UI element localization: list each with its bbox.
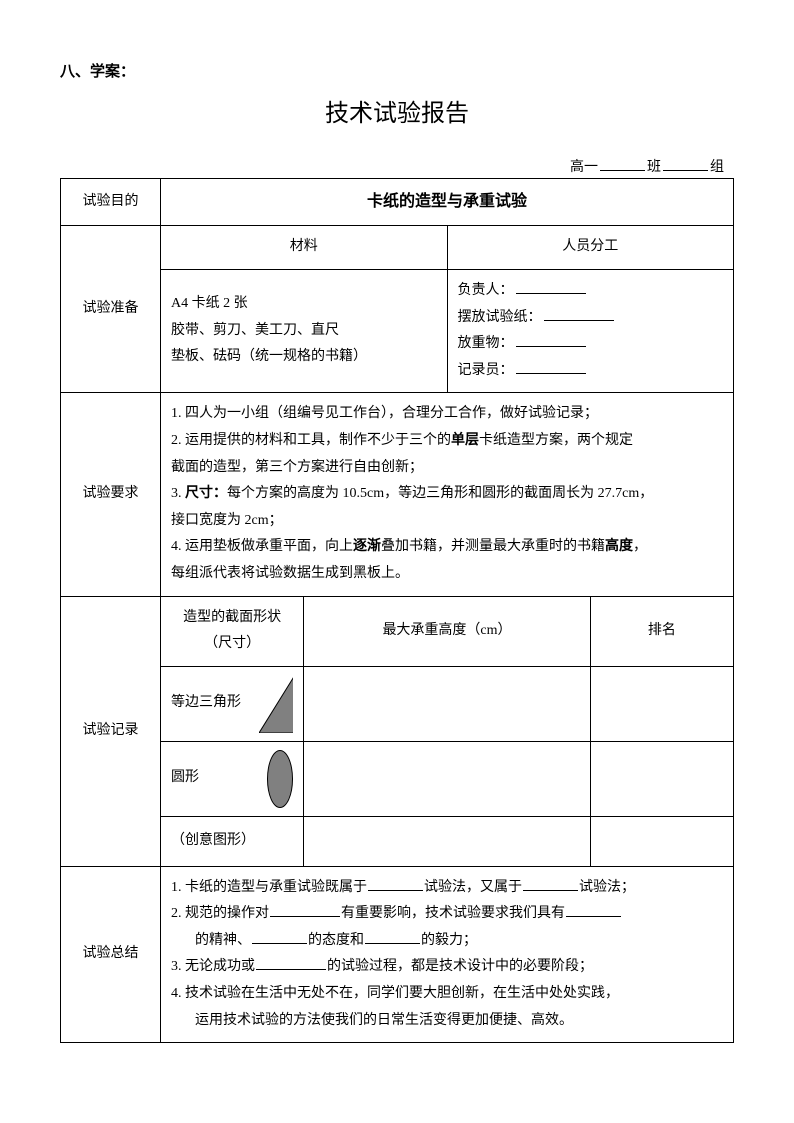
materials-content: A4 卡纸 2 张 胶带、剪刀、美工刀、直尺 垫板、砝码（统一规格的书籍） — [161, 269, 448, 392]
summary-content: 1. 卡纸的造型与承重试验既属于试验法，又属于试验法； 2. 规范的操作对有重要… — [161, 866, 734, 1043]
creative-height-cell — [304, 816, 591, 866]
group-blank — [663, 170, 708, 171]
materials-line2: 胶带、剪刀、美工刀、直尺 — [171, 318, 437, 345]
record-label: 试验记录 — [61, 596, 161, 866]
personnel-header: 人员分工 — [447, 226, 734, 270]
circle-icon — [267, 750, 293, 808]
purpose-label: 试验目的 — [61, 179, 161, 226]
document-title: 技术试验报告 — [60, 93, 734, 128]
section-label: 八、学案： — [60, 60, 734, 81]
header-prefix: 高一 — [570, 160, 598, 175]
req-line3d: 接口宽度为 2cm； — [171, 508, 723, 535]
shape-creative-label: （创意图形） — [171, 833, 255, 848]
summary-label: 试验总结 — [61, 866, 161, 1043]
req-line2: 2. 运用提供的材料和工具，制作不少于三个的单层卡纸造型方案，两个规定 — [171, 428, 723, 455]
shape-creative-cell: （创意图形） — [161, 816, 304, 866]
record-col1: 造型的截面形状（尺寸） — [161, 596, 304, 666]
paper-blank — [544, 320, 614, 321]
summary-line4b: 运用技术试验的方法使我们的日常生活变得更加便捷、高效。 — [171, 1008, 723, 1035]
req-line4f: 每组派代表将试验数据生成到黑板上。 — [171, 561, 723, 588]
req-line2d: 截面的造型，第三个方案进行自由创新； — [171, 455, 723, 482]
record-col2: 最大承重高度（cm） — [304, 596, 591, 666]
personnel-content: 负责人： 摆放试验纸： 放重物： 记录员： — [447, 269, 734, 392]
requirements-label: 试验要求 — [61, 393, 161, 596]
summary-line1: 1. 卡纸的造型与承重试验既属于试验法，又属于试验法； — [171, 875, 723, 902]
shape-circle-label: 圆形 — [171, 765, 199, 792]
personnel-leader: 负责人： — [458, 278, 724, 305]
personnel-weight: 放重物： — [458, 331, 724, 358]
summary-line2b: 的精神、的态度和的毅力； — [171, 928, 723, 955]
circle-height-cell — [304, 741, 591, 816]
req-line1: 1. 四人为一小组（组编号见工作台），合理分工合作，做好试验记录； — [171, 401, 723, 428]
summary-line4: 4. 技术试验在生活中无处不在，同学们要大胆创新，在生活中处处实践， — [171, 981, 723, 1008]
materials-line1: A4 卡纸 2 张 — [171, 291, 437, 318]
personnel-paper: 摆放试验纸： — [458, 305, 724, 332]
purpose-value: 卡纸的造型与承重试验 — [161, 179, 734, 226]
preparation-label: 试验准备 — [61, 226, 161, 393]
class-header: 高一 班 组 — [60, 156, 734, 176]
report-table: 试验目的 卡纸的造型与承重试验 试验准备 材料 人员分工 A4 卡纸 2 张 胶… — [60, 178, 734, 1043]
triangle-rank-cell — [590, 666, 733, 741]
materials-header: 材料 — [161, 226, 448, 270]
shape-triangle-label: 等边三角形 — [171, 690, 241, 717]
personnel-recorder: 记录员： — [458, 358, 724, 385]
summary-line2: 2. 规范的操作对有重要影响，技术试验要求我们具有 — [171, 901, 723, 928]
class-blank — [600, 170, 645, 171]
recorder-blank — [516, 373, 586, 374]
requirements-content: 1. 四人为一小组（组编号见工作台），合理分工合作，做好试验记录； 2. 运用提… — [161, 393, 734, 596]
req-line4: 4. 运用垫板做承重平面，向上逐渐叠加书籍，并测量最大承重时的书籍高度， — [171, 534, 723, 561]
shape-circle-cell: 圆形 — [161, 741, 304, 816]
shape-triangle-cell: 等边三角形 — [161, 666, 304, 741]
class-label: 班 — [647, 160, 661, 175]
group-label: 组 — [710, 160, 724, 175]
record-col3: 排名 — [590, 596, 733, 666]
materials-line3: 垫板、砝码（统一规格的书籍） — [171, 344, 437, 371]
leader-blank — [516, 293, 586, 294]
triangle-height-cell — [304, 666, 591, 741]
triangle-icon — [259, 675, 293, 733]
summary-line3: 3. 无论成功或的试验过程，都是技术设计中的必要阶段； — [171, 954, 723, 981]
creative-rank-cell — [590, 816, 733, 866]
req-line3: 3. 尺寸：每个方案的高度为 10.5cm，等边三角形和圆形的截面周长为 27.… — [171, 481, 723, 508]
weight-blank — [516, 346, 586, 347]
circle-rank-cell — [590, 741, 733, 816]
